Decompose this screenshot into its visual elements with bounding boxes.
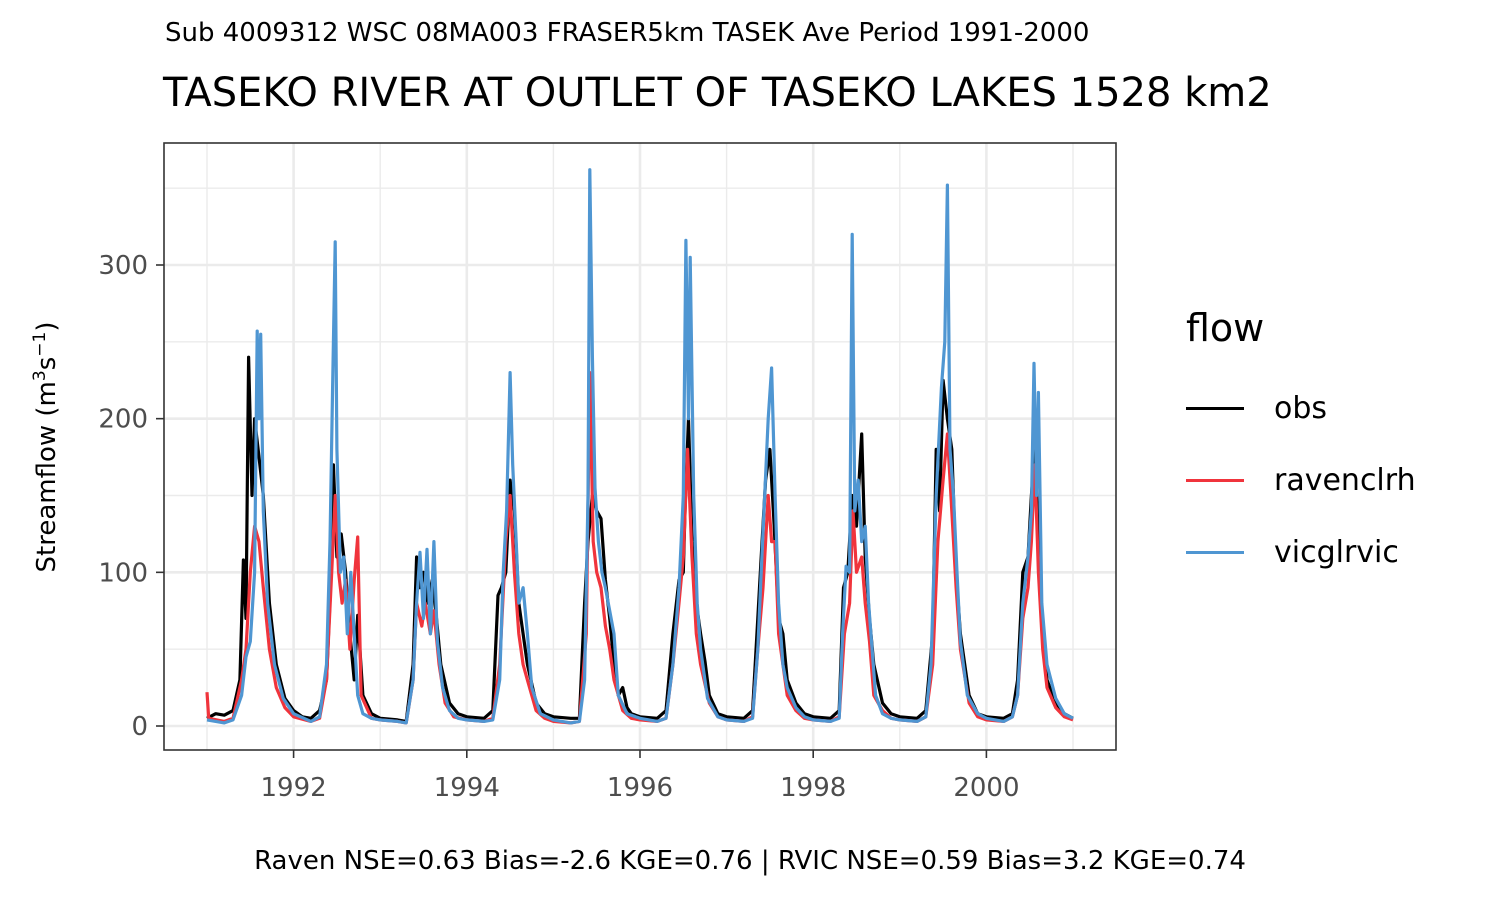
series-line-vicglrvic [206,168,1074,725]
x-tick-label-1992: 1992 [261,773,327,803]
y-axis-label-prefix: Streamflow (m [31,381,62,573]
chart-caption: Raven NSE=0.63 Bias=-2.6 KGE=0.76 | RVIC… [254,846,1246,876]
y-axis-label-sup2: −1 [30,331,51,357]
legend-title: flow [1186,306,1265,350]
legend-item-ravenclrh: ravenclrh [1186,444,1416,516]
chart-subtitle: Sub 4009312 WSC 08MA003 FRASER5km TASEK … [165,18,1090,48]
legend-key-obs [1186,406,1244,410]
x-tick-label-1994: 1994 [434,773,500,803]
y-tick-label-300: 300 [98,251,148,281]
y-tick-label-200: 200 [98,405,148,435]
legend-label-obs: obs [1274,390,1328,426]
x-tick-label-1998: 1998 [780,773,846,803]
axis-layer: 1992 1994 1996 1998 2000 0 100 200 300 [98,251,1019,803]
y-axis-label-suffix: ) [31,321,62,332]
series-layer [205,168,1074,725]
y-axis-label-sup1: 3 [30,370,51,382]
x-tick-label-2000: 2000 [953,773,1019,803]
y-axis-label: Streamflow (m3s−1) [30,322,62,573]
legend-label-ravenclrh: ravenclrh [1274,462,1416,498]
legend-item-vicglrvic: vicglrvic [1186,516,1416,588]
major-gridlines [164,143,1116,750]
y-tick-label-100: 100 [98,558,148,588]
y-axis-label-mid: s [31,356,62,371]
legend-key-vicglrvic [1186,550,1244,554]
x-tick-label-1996: 1996 [607,773,673,803]
legend-label-vicglrvic: vicglrvic [1274,534,1399,570]
legend-key-ravenclrh [1186,478,1244,482]
legend: flow obs ravenclrh vicglrvic [1186,306,1416,588]
legend-item-obs: obs [1186,372,1416,444]
y-tick-label-0: 0 [131,712,148,742]
chart-title: TASEKO RIVER AT OUTLET OF TASEKO LAKES 1… [163,70,1272,116]
